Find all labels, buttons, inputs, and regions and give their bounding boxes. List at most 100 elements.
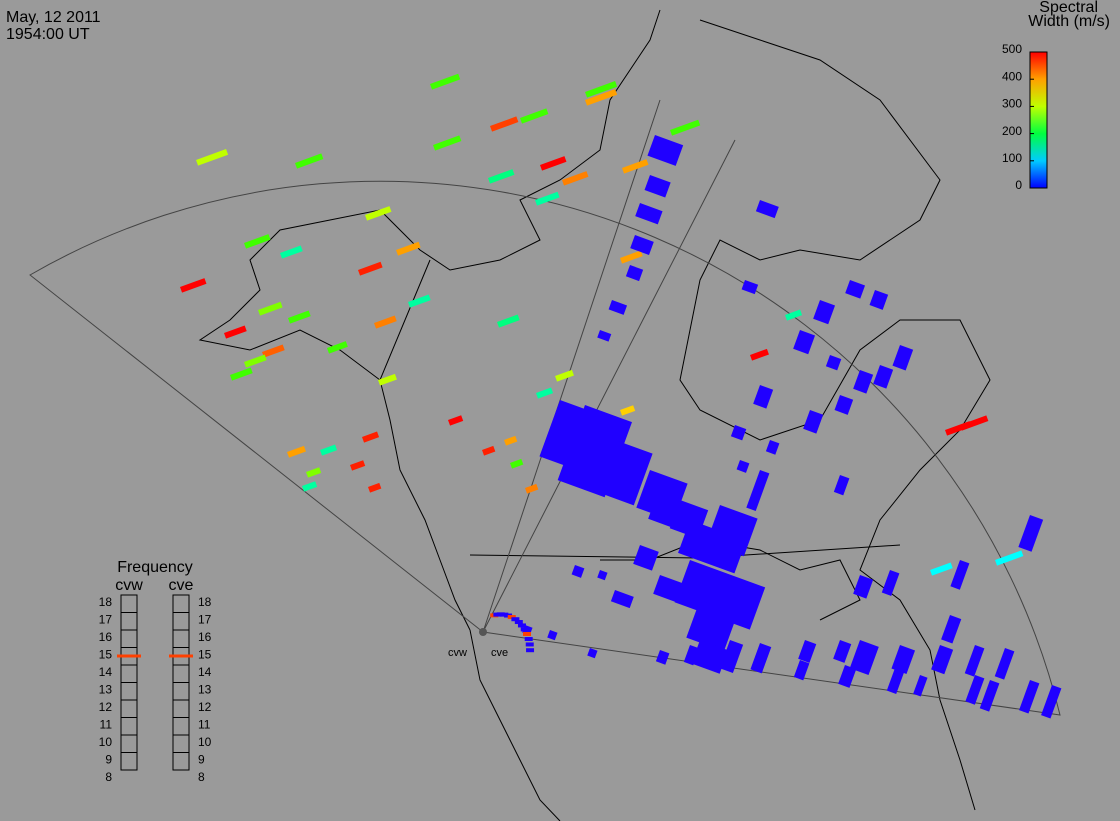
- frequency-tick-label: 17: [198, 613, 212, 627]
- frequency-tick-label: 15: [198, 648, 212, 662]
- echo-cell: [853, 575, 874, 599]
- echo-cell: [610, 589, 634, 609]
- echo-cell: [647, 135, 684, 166]
- echo-cell: [798, 639, 817, 663]
- echo-cell: [357, 261, 383, 276]
- site-label: cve: [491, 647, 508, 659]
- echo-cell: [520, 108, 549, 124]
- echo-cell: [596, 440, 653, 506]
- colorbar-ticks: 0 100 200 300 400 500: [1002, 42, 1034, 192]
- echo-cells: [180, 73, 1062, 719]
- echo-cell: [547, 630, 558, 641]
- radar-label: cvw: [115, 577, 143, 594]
- echo-cell: [869, 290, 889, 310]
- echo-cell: [526, 648, 535, 653]
- echo-cell: [608, 299, 628, 315]
- echo-cell: [523, 632, 531, 636]
- echo-cell: [374, 315, 397, 329]
- echo-cell: [678, 520, 747, 574]
- echo-cell: [350, 460, 366, 471]
- echo-cell: [585, 89, 618, 106]
- echo-cell: [1019, 680, 1040, 714]
- echo-cell: [793, 330, 816, 355]
- echo-cell: [753, 385, 774, 409]
- echo-cell: [514, 620, 523, 625]
- echo-cell: [833, 475, 850, 496]
- echo-cell: [995, 550, 1024, 566]
- echo-cell: [755, 200, 779, 219]
- date: May, 12 2011: [6, 9, 101, 26]
- echo-cell: [730, 424, 747, 441]
- echo-cell: [964, 644, 985, 677]
- echo-cell: [562, 171, 589, 186]
- echo-cell: [813, 300, 836, 325]
- echo-cell: [365, 206, 392, 221]
- echo-cell: [224, 325, 247, 339]
- frequency-tick-label: 14: [99, 665, 113, 679]
- echo-cell: [447, 415, 464, 426]
- colorbar-title: Width (m/s): [1028, 13, 1110, 30]
- echo-cell: [670, 119, 701, 136]
- echo-cell: [873, 364, 894, 389]
- echo-cell: [633, 545, 659, 571]
- echo-cell: [511, 617, 520, 622]
- frequency-tick-label: 10: [99, 735, 113, 749]
- echo-cell: [686, 600, 738, 652]
- frequency-tick-label: 11: [198, 718, 211, 732]
- echo-cell: [497, 314, 520, 328]
- echo-cell: [510, 458, 524, 469]
- echo-cell: [490, 116, 519, 132]
- echo-cell: [838, 665, 857, 688]
- colorbar-tick-label: 200: [1002, 124, 1022, 138]
- echo-cell: [881, 569, 900, 596]
- echo-cell: [487, 169, 515, 184]
- echo-cell: [979, 680, 1000, 712]
- colorbar: [1029, 51, 1048, 189]
- frequency-tick-label: 17: [99, 613, 113, 627]
- echo-cell: [706, 504, 758, 557]
- echo-cell: [750, 348, 769, 361]
- colorbar-tick-label: 400: [1002, 69, 1022, 83]
- frequency-tick-label: 8: [198, 770, 205, 784]
- echo-cell: [554, 369, 574, 382]
- echo-cell: [525, 642, 534, 647]
- colorbar-tick-label: 100: [1002, 151, 1022, 165]
- echo-cell: [784, 309, 803, 321]
- frequency-tick-label: 13: [198, 683, 212, 697]
- echo-cell: [620, 405, 636, 416]
- echo-cell: [931, 645, 954, 675]
- frequency-panel: 8 8 9 9 10 10 11 11 12 12 13 13 14 14 15 15 16 16 17 17 18 18: [99, 594, 212, 784]
- time: 1954:00 UT: [6, 26, 90, 43]
- echo-cell: [834, 395, 854, 415]
- frequency-tick-label: 16: [99, 630, 113, 644]
- echo-cell: [504, 435, 518, 446]
- colorbar-tick-label: 500: [1002, 42, 1022, 56]
- frequency-tick-label: 14: [198, 665, 212, 679]
- echo-cell: [430, 73, 461, 90]
- echo-cell: [683, 645, 700, 666]
- echo-cell: [929, 562, 953, 576]
- radar-fov: [29, 180, 1061, 716]
- echo-cell: [644, 175, 671, 198]
- frequency-tick-label: 9: [105, 753, 112, 767]
- echo-cell: [619, 250, 643, 264]
- echo-cell: [261, 344, 285, 358]
- echo-cell: [306, 467, 322, 478]
- echo-cell: [587, 648, 598, 659]
- echo-cell: [941, 614, 962, 644]
- echo-cell: [833, 639, 852, 663]
- echo-cell: [960, 415, 989, 431]
- echo-cell: [536, 387, 554, 399]
- echo-cell: [849, 640, 879, 676]
- echo-cell: [287, 445, 306, 458]
- echo-cell: [803, 410, 824, 434]
- frequency-tick-label: 11: [100, 718, 113, 732]
- echo-cell: [793, 660, 810, 681]
- echo-cell: [1041, 684, 1062, 719]
- frequency-tick-label: 15: [99, 648, 113, 662]
- echo-cell: [750, 643, 772, 674]
- echo-cell: [280, 245, 303, 259]
- echo-cell: [597, 570, 608, 581]
- echo-cell: [408, 294, 431, 308]
